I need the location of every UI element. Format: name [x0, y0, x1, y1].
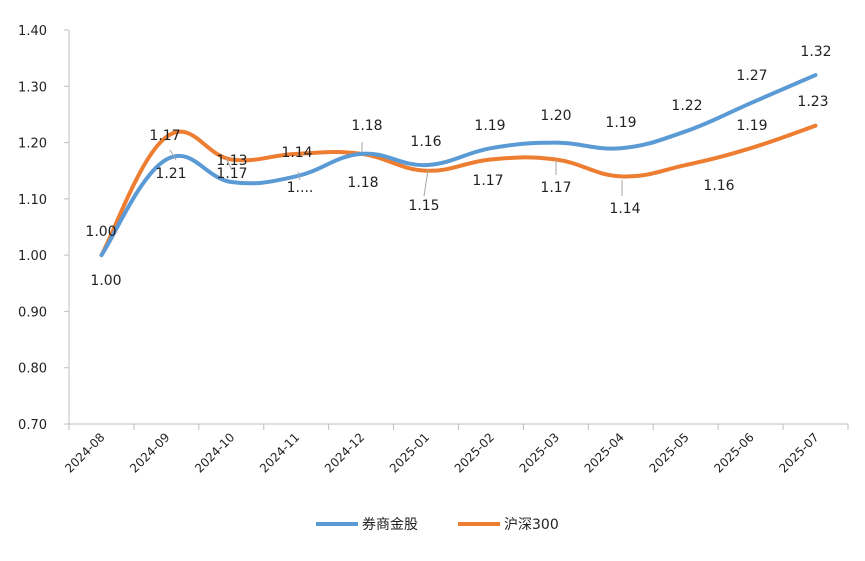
axes: 0.70 0.80 0.90 1.00 1.10 1.20 1.30 1.40 2024-08 2…	[18, 24, 849, 476]
data-label-brokerage-picks: 1.21	[155, 166, 186, 182]
y-tick-label: 0.90	[18, 305, 47, 320]
data-label-csi300: 1.19	[736, 118, 767, 134]
y-tick-label: 1.40	[18, 24, 47, 39]
label-leader-line	[169, 149, 177, 161]
x-tick-label: 2024-08	[62, 430, 107, 475]
x-tick-label: 2025-03	[517, 430, 562, 475]
y-tick-label: 1.10	[18, 193, 47, 208]
data-label-brokerage-picks: 1....	[287, 180, 314, 196]
data-label-csi300: 1.13	[216, 153, 247, 169]
data-label-csi300: 1.00	[90, 273, 121, 289]
legend: 券商金股 沪深300	[316, 517, 559, 533]
data-label-csi300: 1.17	[149, 128, 180, 144]
y-tick-label: 1.30	[18, 80, 47, 95]
x-tick-label: 2025-01	[387, 430, 432, 475]
x-tick-label: 2024-09	[127, 430, 172, 475]
series-layer	[99, 73, 818, 258]
data-label-brokerage-picks: 1.18	[351, 118, 382, 134]
x-tick-label: 2024-11	[257, 430, 302, 475]
data-label-brokerage-picks: 1.19	[605, 115, 636, 131]
data-label-brokerage-picks: 1.00	[85, 224, 116, 240]
label-leader-line	[297, 171, 301, 181]
x-tick-label: 2025-02	[452, 430, 497, 475]
label-leader-line	[225, 157, 233, 171]
x-tick-label: 2024-12	[322, 430, 367, 475]
series-line-csi300	[99, 123, 818, 258]
legend-label: 沪深300	[504, 517, 559, 533]
data-labels: 1.00 1.21 1.17 1.... 1.18 1.16 1.19 1.20 1.19 1.2…	[85, 44, 831, 289]
x-tick-label: 2025-05	[646, 430, 691, 475]
data-label-csi300: 1.23	[797, 94, 828, 110]
data-label-csi300: 1.17	[472, 173, 503, 189]
y-tick-label: 0.80	[18, 362, 47, 377]
data-label-csi300: 1.17	[540, 180, 571, 196]
data-label-csi300: 1.15	[408, 198, 439, 214]
data-label-csi300: 1.14	[281, 145, 312, 161]
data-label-brokerage-picks: 1.17	[216, 166, 247, 182]
data-label-brokerage-picks: 1.20	[540, 108, 571, 124]
data-label-csi300: 1.18	[347, 175, 378, 191]
y-tick-label: 0.70	[18, 418, 47, 433]
label-leader-line	[423, 169, 429, 197]
y-tick-label: 1.00	[18, 249, 47, 264]
data-label-csi300: 1.16	[703, 178, 734, 194]
y-tick-label: 1.20	[18, 137, 47, 152]
legend-label: 券商金股	[362, 517, 418, 533]
data-label-csi300: 1.14	[609, 201, 640, 217]
legend-item-csi300: 沪深300	[458, 517, 559, 533]
data-label-brokerage-picks: 1.16	[410, 134, 441, 150]
x-tick-label: 2025-04	[582, 430, 627, 475]
series-line-brokerage-picks	[99, 73, 818, 258]
x-tick-label: 2025-06	[711, 430, 756, 475]
x-tick-label: 2025-07	[776, 430, 821, 475]
x-tick-label: 2024-10	[192, 430, 237, 475]
data-label-brokerage-picks: 1.27	[736, 68, 767, 84]
data-label-brokerage-picks: 1.22	[671, 98, 702, 114]
data-label-brokerage-picks: 1.32	[800, 44, 831, 60]
data-label-brokerage-picks: 1.19	[474, 118, 505, 134]
legend-item-brokerage-picks: 券商金股	[316, 517, 418, 533]
